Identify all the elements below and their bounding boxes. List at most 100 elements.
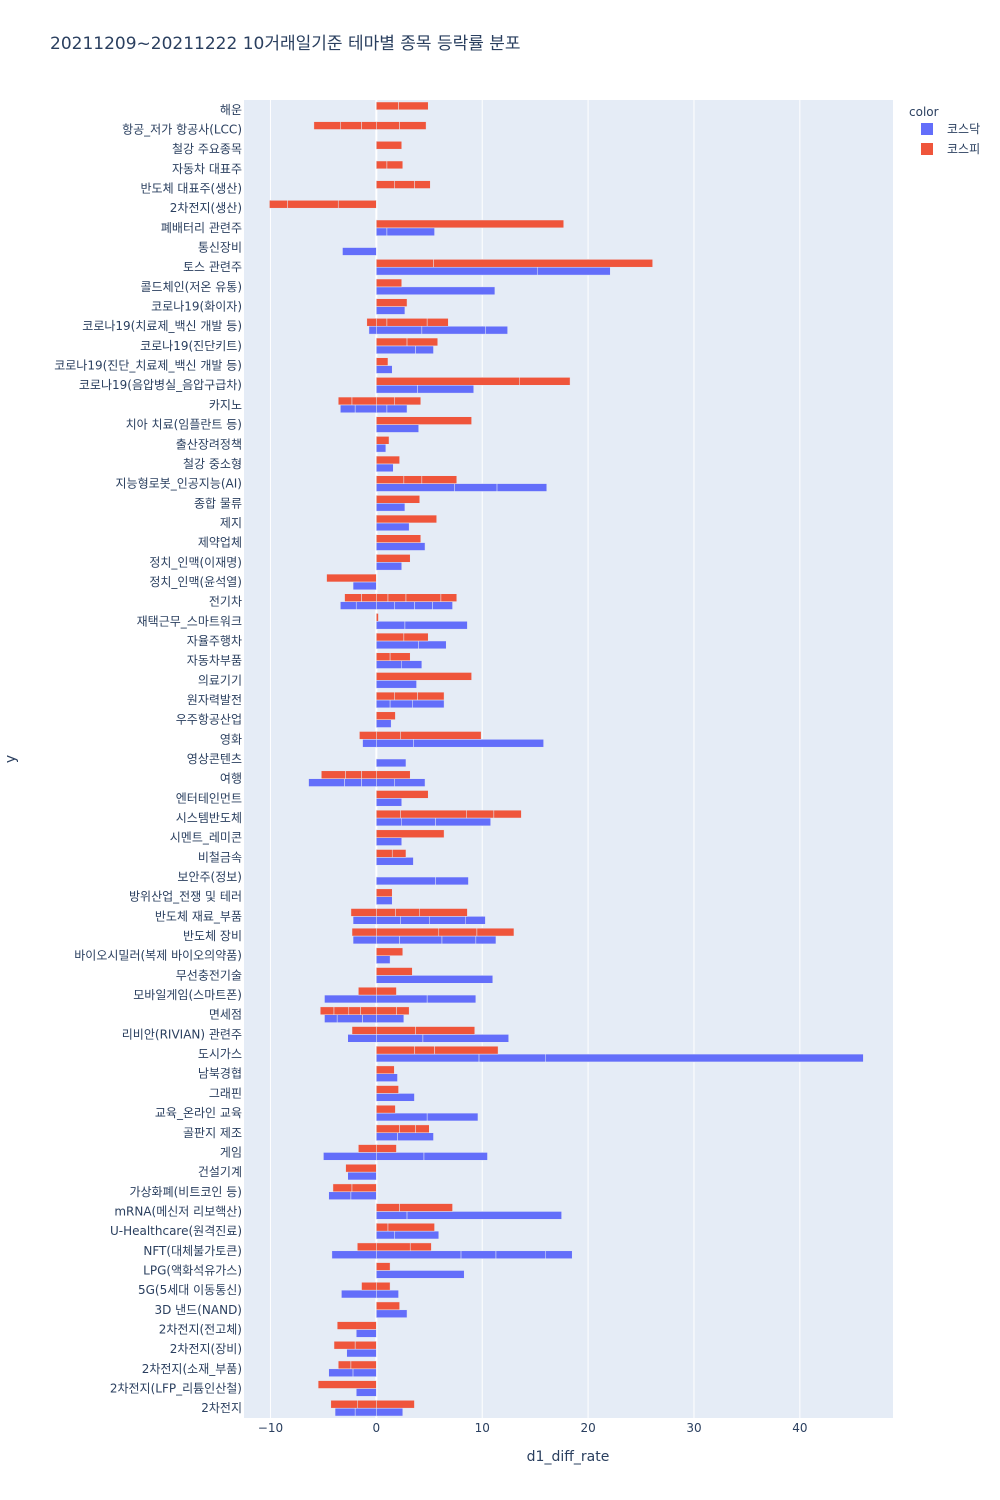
bar-segment[interactable]	[406, 1211, 562, 1220]
bar-segment[interactable]	[376, 522, 410, 532]
bar-segment[interactable]	[376, 758, 407, 768]
bar-segment[interactable]	[397, 1132, 434, 1141]
bar-segment[interactable]	[454, 483, 498, 492]
bar-segment[interactable]	[376, 1309, 408, 1318]
bar-segment[interactable]	[376, 770, 411, 779]
bar-segment[interactable]	[376, 857, 414, 866]
bar-segment[interactable]	[331, 1250, 377, 1259]
bar-segment[interactable]	[376, 259, 434, 268]
bar-segment[interactable]	[368, 325, 377, 335]
bar-segment[interactable]	[414, 1045, 435, 1055]
legend-label[interactable]: 코스닥	[947, 122, 980, 136]
bar-segment[interactable]	[376, 680, 417, 689]
bar-segment[interactable]	[376, 1112, 428, 1122]
bar-segment[interactable]	[438, 927, 478, 937]
bar-segment[interactable]	[346, 1348, 377, 1358]
bar-segment[interactable]	[376, 483, 455, 492]
bar-segment[interactable]	[342, 247, 377, 256]
bar-segment[interactable]	[399, 1203, 453, 1212]
bar-segment[interactable]	[413, 739, 544, 748]
bar-segment[interactable]	[415, 345, 434, 355]
bar-segment[interactable]	[330, 1400, 358, 1409]
bar-segment[interactable]	[376, 286, 496, 295]
bar-segment[interactable]	[376, 436, 390, 445]
bar-segment[interactable]	[376, 1144, 397, 1153]
bar-segment[interactable]	[376, 141, 403, 150]
bar-segment[interactable]	[348, 1006, 361, 1015]
bar-segment[interactable]	[376, 345, 416, 355]
bar-segment[interactable]	[340, 601, 357, 610]
bar-segment[interactable]	[399, 121, 427, 130]
bar-segment[interactable]	[376, 613, 379, 622]
bar-segment[interactable]	[418, 640, 447, 650]
bar-segment[interactable]	[355, 1388, 377, 1397]
bar-segment[interactable]	[376, 790, 429, 799]
bar-segment[interactable]	[376, 121, 400, 130]
bar-segment[interactable]	[308, 778, 345, 787]
bar-segment[interactable]	[376, 455, 400, 465]
bar-segment[interactable]	[376, 1262, 391, 1271]
bar-segment[interactable]	[347, 1034, 377, 1043]
bar-segment[interactable]	[376, 266, 538, 276]
bar-segment[interactable]	[350, 1360, 377, 1370]
bar-segment[interactable]	[376, 632, 405, 642]
bar-segment[interactable]	[341, 1289, 377, 1299]
bar-segment[interactable]	[376, 601, 395, 610]
bar-segment[interactable]	[434, 1045, 499, 1055]
bar-segment[interactable]	[376, 593, 389, 602]
bar-segment[interactable]	[376, 955, 391, 964]
bar-segment[interactable]	[466, 809, 495, 819]
bar-segment[interactable]	[376, 711, 396, 720]
bar-segment[interactable]	[376, 495, 420, 504]
bar-segment[interactable]	[460, 1250, 497, 1259]
bar-segment[interactable]	[376, 640, 419, 650]
bar-segment[interactable]	[485, 325, 508, 335]
bar-segment[interactable]	[386, 318, 428, 327]
bar-segment[interactable]	[354, 1341, 377, 1350]
bar-segment[interactable]	[350, 1191, 377, 1200]
bar-segment[interactable]	[376, 1400, 415, 1409]
bar-segment[interactable]	[376, 798, 403, 807]
bar-segment[interactable]	[475, 935, 497, 945]
bar-segment[interactable]	[340, 121, 362, 130]
bar-segment[interactable]	[394, 778, 426, 787]
bar-segment[interactable]	[360, 1006, 377, 1015]
bar-segment[interactable]	[345, 770, 362, 779]
bar-segment[interactable]	[426, 318, 449, 327]
bar-segment[interactable]	[376, 660, 403, 669]
bar-segment[interactable]	[400, 916, 430, 925]
bar-segment[interactable]	[313, 121, 341, 130]
bar-segment[interactable]	[376, 908, 396, 917]
bar-segment[interactable]	[376, 1073, 398, 1082]
bar-segment[interactable]	[358, 986, 377, 996]
bar-segment[interactable]	[376, 1152, 425, 1161]
bar-segment[interactable]	[376, 101, 399, 111]
bar-segment[interactable]	[421, 475, 458, 484]
bar-segment[interactable]	[401, 660, 423, 669]
bar-segment[interactable]	[394, 1230, 440, 1240]
bar-segment[interactable]	[376, 947, 404, 956]
bar-segment[interactable]	[376, 503, 406, 512]
bar-segment[interactable]	[317, 1380, 377, 1389]
bar-segment[interactable]	[432, 601, 453, 610]
bar-segment[interactable]	[324, 994, 377, 1004]
bar-segment[interactable]	[376, 463, 394, 473]
bar-segment[interactable]	[351, 1026, 377, 1035]
bar-segment[interactable]	[351, 1183, 377, 1193]
bar-segment[interactable]	[376, 888, 393, 897]
bar-segment[interactable]	[332, 1183, 353, 1193]
bar-segment[interactable]	[376, 1093, 415, 1102]
bar-segment[interactable]	[406, 337, 438, 347]
bar-segment[interactable]	[399, 1124, 416, 1134]
bar-segment[interactable]	[376, 325, 423, 335]
bar-segment[interactable]	[337, 200, 377, 209]
bar-segment[interactable]	[376, 691, 395, 701]
bar-segment[interactable]	[426, 1112, 479, 1122]
bar-segment[interactable]	[376, 699, 391, 709]
bar-segment[interactable]	[376, 621, 406, 630]
bar-segment[interactable]	[376, 672, 472, 681]
bar-segment[interactable]	[344, 778, 362, 787]
bar-segment[interactable]	[376, 278, 403, 288]
bar-segment[interactable]	[415, 1124, 430, 1134]
bar-segment[interactable]	[376, 975, 494, 984]
